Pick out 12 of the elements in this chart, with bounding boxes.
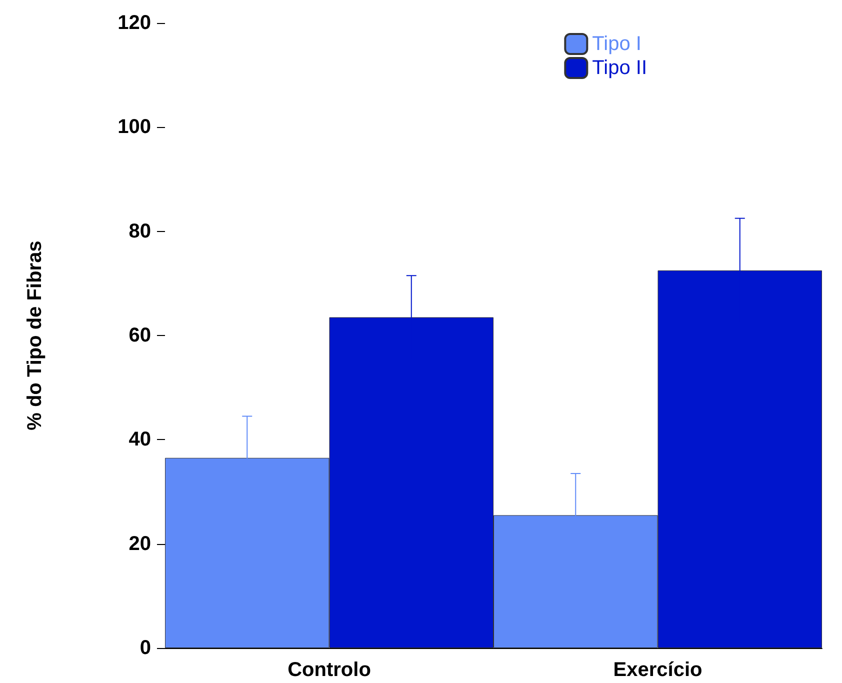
x-tick-label: Controlo bbox=[288, 659, 371, 681]
y-axis-title: % do Tipo de Fibras bbox=[24, 240, 46, 430]
x-tick-label: Exercício bbox=[613, 659, 702, 681]
y-tick-label: 20 bbox=[128, 532, 151, 555]
y-tick-label: 40 bbox=[128, 428, 151, 451]
y-tick-label: 60 bbox=[128, 324, 151, 346]
y-tick-label: 100 bbox=[118, 116, 151, 138]
y-tick-label: 0 bbox=[140, 637, 151, 659]
legend-label: Tipo II bbox=[592, 57, 648, 79]
y-tick-label: 120 bbox=[118, 12, 151, 34]
y-tick-label: 80 bbox=[128, 220, 151, 242]
legend-label: Tipo I bbox=[592, 33, 642, 55]
